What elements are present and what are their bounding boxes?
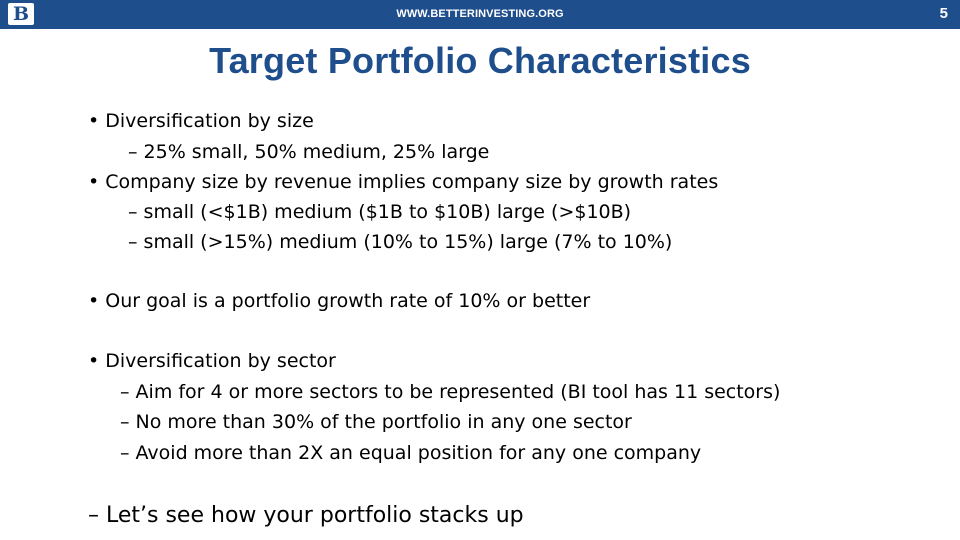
betterinvesting-logo: B [8,3,34,25]
website-url: WWW.BETTERINVESTING.ORG [396,8,564,20]
sub-bullet-size-split: – 25% small, 50% medium, 25% large [128,141,490,163]
closing-line: – Let’s see how your portfolio stacks up [88,503,524,528]
bullet-diversification-sector: • Diversification by sector [88,350,336,372]
bullet-company-size: • Company size by revenue implies compan… [88,171,719,193]
bullet-goal-growth-rate: • Our goal is a portfolio growth rate of… [88,290,591,312]
sub-bullet-position-limit: – Avoid more than 2X an equal position f… [120,442,702,464]
slide-title: Target Portfolio Characteristics [209,40,751,81]
header-bar: B WWW.BETTERINVESTING.ORG 5 [0,0,960,29]
sub-bullet-sector-count: – Aim for 4 or more sectors to be repres… [120,381,781,403]
page-number: 5 [939,5,948,22]
sub-bullet-revenue-ranges: – small (<$1B) medium ($1B to $10B) larg… [128,201,632,223]
bullet-diversification-size: • Diversification by size [88,110,314,132]
sub-bullet-growth-ranges: – small (>15%) medium (10% to 15%) large… [128,231,673,253]
sub-bullet-sector-limit: – No more than 30% of the portfolio in a… [120,411,632,433]
